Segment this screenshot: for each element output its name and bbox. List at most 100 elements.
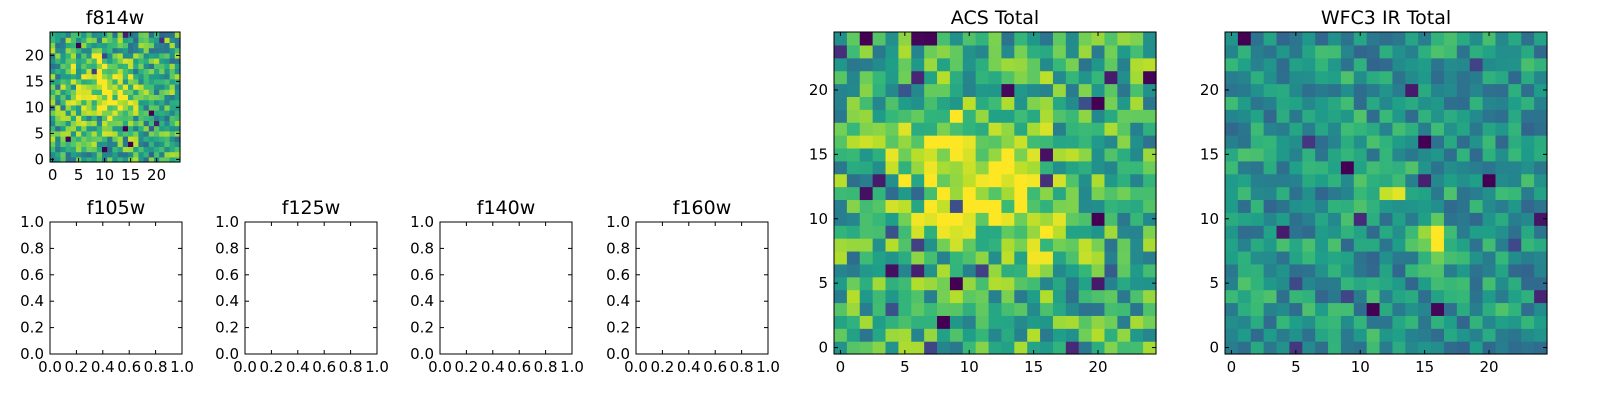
heatmap-cell: [55, 89, 61, 95]
heatmap-cell: [1104, 263, 1118, 278]
heatmap-cell: [143, 37, 150, 43]
heatmap-cell: [1315, 147, 1329, 162]
heatmap-cell: [1250, 57, 1265, 72]
heatmap-cell: [164, 94, 171, 101]
heatmap-cell: [96, 99, 103, 106]
heatmap-cell: [128, 73, 134, 80]
heatmap-cell: [1443, 212, 1458, 226]
x-tick-label: 0.4: [677, 358, 701, 376]
x-tick-label: 0: [836, 358, 846, 376]
heatmap-cell: [1418, 199, 1432, 213]
heatmap-cell: [1027, 199, 1041, 213]
heatmap-cell: [117, 141, 124, 147]
y-tick-label: 10: [809, 210, 828, 228]
heatmap-cell: [148, 58, 155, 64]
heatmap-cell: [846, 328, 861, 342]
heatmap-cell: [988, 212, 1003, 226]
heatmap-cell: [1078, 328, 1093, 342]
heatmap-cell: [988, 109, 1003, 123]
heatmap-cell: [128, 37, 134, 43]
heatmap-cell: [1443, 328, 1458, 342]
heatmap-cell: [1482, 250, 1497, 265]
heatmap-cell: [898, 83, 912, 97]
heatmap-cell: [138, 156, 145, 163]
heatmap-cell: [70, 42, 77, 49]
heatmap-cell: [1405, 109, 1419, 123]
heatmap-cell: [107, 156, 113, 163]
heatmap-cell: [1392, 289, 1406, 304]
heatmap-cell: [169, 47, 176, 54]
heatmap-cell: [1431, 225, 1445, 239]
heatmap-cell: [1340, 109, 1355, 123]
heatmap-cell: [148, 73, 155, 80]
heatmap-cell: [1040, 160, 1054, 175]
heatmap-cell: [1482, 263, 1497, 278]
heatmap-cell: [1418, 238, 1432, 252]
heatmap-cell: [143, 84, 150, 90]
heatmap-cell: [76, 68, 82, 75]
heatmap-cell: [91, 120, 98, 127]
heatmap-cell: [1353, 250, 1368, 265]
heatmap-cell: [107, 130, 113, 137]
heatmap-cell: [1225, 238, 1239, 252]
heatmap-cell: [1052, 96, 1067, 110]
heatmap-cell: [159, 68, 165, 75]
heatmap-cell: [1521, 212, 1535, 226]
heatmap-cell: [1392, 328, 1406, 342]
heatmap-cell: [1495, 225, 1509, 239]
heatmap-cell: [102, 104, 108, 111]
heatmap-cell: [55, 58, 61, 64]
heatmap-cell: [122, 58, 129, 64]
heatmap-cell: [1508, 315, 1522, 329]
heatmap-cell: [70, 89, 77, 95]
heatmap-cell: [1130, 302, 1144, 316]
heatmap-cell: [1302, 302, 1316, 316]
heatmap-cell: [76, 58, 82, 64]
heatmap-cell: [1302, 328, 1316, 342]
heatmap-cell: [988, 173, 1003, 188]
heatmap-cell: [834, 238, 848, 252]
heatmap-cell: [1482, 302, 1497, 316]
heatmap-cell: [50, 141, 56, 147]
heatmap-cell: [70, 73, 77, 80]
heatmap-cell: [76, 151, 82, 158]
heatmap-cell: [174, 84, 181, 90]
y-tick-label: 0.4: [20, 292, 44, 310]
heatmap-cell: [1366, 263, 1381, 278]
heatmap-cell: [1250, 83, 1265, 97]
heatmap-cell: [937, 109, 951, 123]
heatmap-cell: [102, 68, 108, 75]
heatmap-cell: [55, 115, 61, 121]
heatmap-cell: [1315, 341, 1329, 355]
heatmap-cell: [91, 151, 98, 158]
heatmap-cell: [1405, 186, 1419, 201]
heatmap-cell: [846, 225, 861, 239]
heatmap-cell: [1117, 109, 1131, 123]
heatmap-cell: [1276, 238, 1290, 252]
heatmap-cell: [1379, 238, 1394, 252]
heatmap-cell: [117, 94, 124, 101]
heatmap-cell: [81, 94, 87, 101]
heatmap-cell: [107, 84, 113, 90]
heatmap-cell: [1443, 122, 1458, 136]
heatmap-cell: [76, 110, 82, 116]
heatmap-cell: [1534, 147, 1548, 162]
heatmap-cell: [1431, 32, 1445, 46]
heatmap-cell: [148, 94, 155, 101]
heatmap-cell: [81, 89, 87, 95]
heatmap-cell: [1052, 70, 1067, 85]
heatmap-cell: [1431, 199, 1445, 213]
heatmap-cell: [96, 52, 103, 59]
heatmap-cell: [102, 120, 108, 127]
heatmap-cell: [1225, 96, 1239, 110]
heatmap-cell: [1495, 57, 1509, 72]
heatmap-cell: [1469, 302, 1484, 316]
heatmap-cell: [1508, 263, 1522, 278]
heatmap-cell: [107, 94, 113, 101]
heatmap-cell: [1340, 199, 1355, 213]
heatmap-cell: [898, 302, 912, 316]
heatmap-cell: [1534, 238, 1548, 252]
heatmap-cell: [1353, 57, 1368, 72]
heatmap-cell: [1250, 315, 1265, 329]
heatmap-cell: [834, 32, 848, 46]
